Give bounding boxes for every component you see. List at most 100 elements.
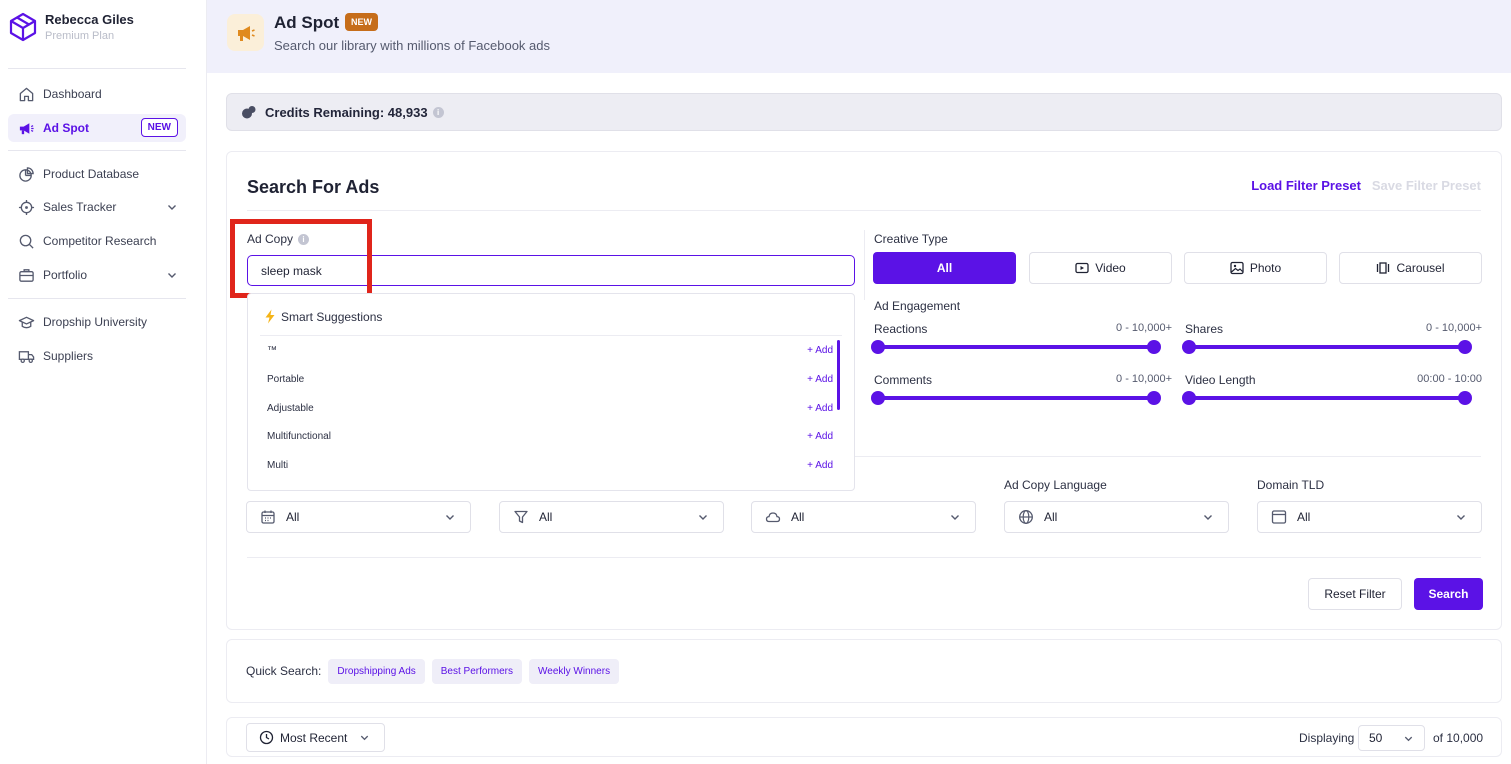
reactions-slider [871,340,1161,354]
creative-type-video-button[interactable]: Video [1029,252,1172,284]
info-icon[interactable]: i [432,106,444,118]
suggestion-text: Multifunctional [267,430,331,442]
smart-suggestions-title: Smart Suggestions [281,309,383,324]
slider-max-handle[interactable] [1147,340,1161,354]
comments-slider [871,391,1161,405]
creative-type-option-label: Photo [1249,261,1282,275]
brand[interactable]: Rebecca Giles Premium Plan [8,12,134,42]
sidebar-item-suppliers[interactable]: Suppliers [8,342,186,370]
date-filter-select[interactable]: All [246,501,471,533]
search-panel-title: Search For Ads [247,177,380,197]
slider-max-handle[interactable] [1458,391,1472,405]
chevron-down-icon [360,735,369,741]
suggestion-row: Multi + Add [267,455,833,475]
sidebar-item-product-database[interactable]: Product Database [8,160,186,188]
add-suggestion-button[interactable]: + Add [807,430,833,442]
comments-range-value: 0 - 10,000+ [1116,373,1172,385]
add-suggestion-button[interactable]: + Add [807,402,833,414]
truck-icon [18,350,35,363]
suggestion-text: ™ [267,344,277,356]
load-filter-preset-link[interactable]: Load Filter Preset [1251,178,1361,193]
per-page-value: 50 [1369,731,1383,745]
video-length-range-value: 00:00 - 10:00 [1417,373,1482,385]
chevron-down-icon [1404,736,1413,741]
scrollbar-thumb[interactable] [837,340,840,410]
platform-filter-select[interactable]: All [751,501,976,533]
creative-type-photo-button[interactable]: Photo [1184,252,1327,284]
credits-bar: Credits Remaining: 48,933 i [226,93,1502,131]
ad-copy-language-label: Ad Copy Language [1004,478,1107,492]
slider-min-handle[interactable] [1182,340,1196,354]
suggestion-row: ™ + Add [267,340,833,360]
results-bar: Most Recent Displaying 50 of 10,000 [226,717,1502,757]
info-icon[interactable]: i [298,233,310,245]
add-suggestion-button[interactable]: + Add [807,459,833,471]
save-filter-preset-link[interactable]: Save Filter Preset [1371,178,1481,193]
creative-type-all-button[interactable]: All [873,252,1016,284]
megaphone-icon [19,122,34,134]
slider-max-handle[interactable] [1458,340,1472,354]
sidebar-item-dashboard[interactable]: Dashboard [8,80,186,108]
smart-suggestions-dropdown: Smart Suggestions ™ + Add Portable + Add… [247,293,855,491]
add-suggestion-button[interactable]: + Add [807,373,833,385]
displaying-label: Displaying [1299,731,1355,745]
per-page-select[interactable]: 50 [1358,725,1425,751]
new-badge: NEW [140,118,178,137]
reset-filter-button[interactable]: Reset Filter [1308,578,1402,610]
call-to-action-filter-select[interactable]: All [499,501,724,533]
suggestion-text: Multi [267,459,289,471]
divider [8,150,186,151]
suggestion-row: Adjustable + Add [267,398,833,418]
crosshair-icon [18,199,35,215]
add-suggestion-button[interactable]: + Add [807,344,833,356]
chevron-down-icon[interactable] [166,201,178,213]
select-value: All [286,510,300,524]
creative-type-carousel-button[interactable]: Carousel [1339,252,1482,284]
domain-tld-select[interactable]: All [1257,501,1482,533]
sidebar-item-dropship-university[interactable]: Dropship University [8,308,186,336]
slider-track [876,345,1156,349]
sort-select[interactable]: Most Recent [246,723,385,752]
globe-icon [1019,510,1033,524]
quick-search-chip-dropshipping-ads[interactable]: Dropshipping Ads [328,658,425,684]
divider [8,68,186,69]
credits-remaining: Credits Remaining: 48,933 [265,104,428,120]
shares-label: Shares [1185,322,1224,336]
slider-min-handle[interactable] [871,391,885,405]
chevron-down-icon[interactable] [166,269,178,281]
chevron-down-icon [1457,515,1465,520]
sidebar-item-competitor-research[interactable]: Competitor Research [8,227,186,255]
coins-icon [242,106,256,119]
sidebar-item-sales-tracker[interactable]: Sales Tracker [8,193,186,221]
sidebar-item-portfolio[interactable]: Portfolio [8,261,186,289]
slider-max-handle[interactable] [1147,391,1161,405]
slider-min-handle[interactable] [1182,391,1196,405]
page-subtitle: Search our library with millions of Face… [274,38,551,53]
chevron-down-icon [446,515,454,520]
slider-track [876,396,1156,400]
divider [864,230,865,300]
browser-icon [1271,510,1287,524]
ad-copy-language-select[interactable]: All [1004,501,1229,533]
quick-search-chip-best-performers[interactable]: Best Performers [431,658,523,684]
search-icon [19,234,34,249]
clock-icon [259,730,274,745]
slider-min-handle[interactable] [871,340,885,354]
sidebar-item-label: Dropship University [43,315,148,329]
divider [855,456,1481,457]
select-value: All [1044,510,1058,524]
sidebar-item-ad-spot[interactable]: Ad Spot NEW [8,114,186,142]
smart-suggestions-header: Smart Suggestions [264,309,382,324]
creative-type-option-label: Video [1095,261,1126,275]
new-badge: NEW [345,13,378,31]
ad-copy-label: Ad Copy [247,232,294,246]
select-value: All [1297,510,1311,524]
megaphone-icon [237,25,255,41]
ad-engagement-label: Ad Engagement [874,299,961,313]
carousel-icon [1377,262,1390,274]
ad-copy-input[interactable] [247,255,855,286]
search-panel: Search For Ads Load Filter Preset Save F… [226,151,1502,630]
search-button[interactable]: Search [1414,578,1483,610]
quick-search-chip-weekly-winners[interactable]: Weekly Winners [529,658,620,684]
home-icon [19,87,34,101]
